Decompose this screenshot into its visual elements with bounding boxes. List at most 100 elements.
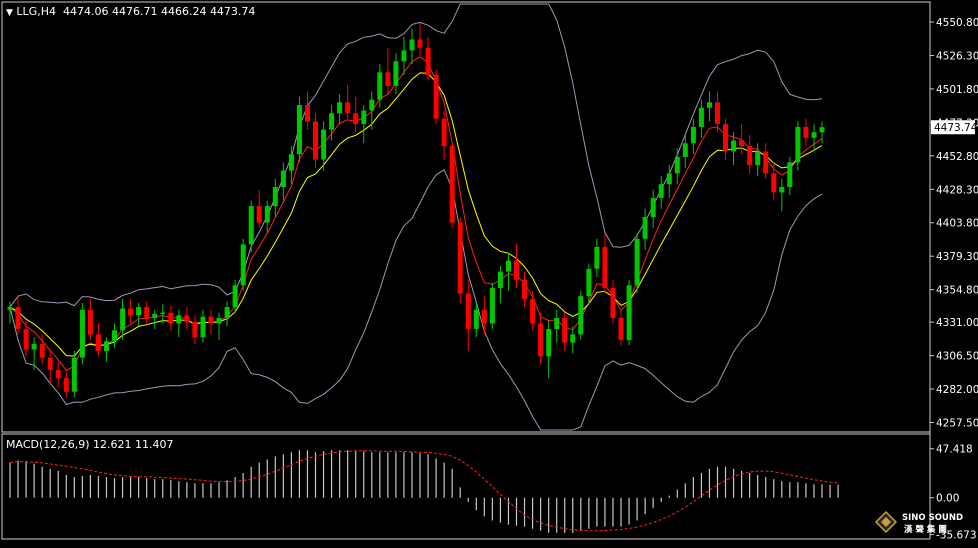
candle-body bbox=[554, 318, 560, 329]
candle-body bbox=[417, 39, 423, 48]
candle-body bbox=[602, 247, 608, 288]
bollinger-upper-line bbox=[9, 3, 823, 308]
candle-body bbox=[666, 173, 672, 185]
candle bbox=[39, 334, 45, 365]
candle-body bbox=[546, 329, 552, 357]
price-tick-label: 4379.30 bbox=[936, 251, 978, 263]
candle bbox=[514, 244, 519, 288]
candle bbox=[731, 132, 737, 166]
macd-axis: 47.418 0.00 -35.673 bbox=[930, 444, 977, 542]
candle-body bbox=[739, 140, 745, 146]
current-price-box bbox=[931, 120, 975, 135]
candle bbox=[779, 178, 785, 212]
candle-body bbox=[715, 102, 720, 125]
candle bbox=[87, 298, 93, 340]
candle bbox=[31, 337, 37, 370]
candle-body bbox=[361, 110, 367, 125]
candle-body bbox=[763, 151, 769, 174]
bollinger-bands bbox=[9, 3, 823, 431]
candle bbox=[481, 296, 487, 335]
candle-body bbox=[522, 279, 527, 299]
current-price-label: 4473.74 bbox=[934, 122, 978, 134]
candle bbox=[272, 178, 278, 217]
candle-body bbox=[224, 307, 230, 318]
candle-body bbox=[95, 334, 101, 351]
candle bbox=[385, 47, 391, 95]
candle-body bbox=[811, 132, 817, 138]
candle bbox=[658, 176, 664, 209]
price-tick-label: 4331.00 bbox=[936, 317, 978, 329]
candle-body bbox=[200, 316, 206, 338]
candle-body bbox=[248, 206, 254, 245]
candle bbox=[361, 105, 367, 144]
price-tick-label: 4354.80 bbox=[936, 285, 978, 297]
candle bbox=[120, 298, 126, 340]
candle bbox=[562, 312, 568, 351]
macd-histogram bbox=[9, 450, 839, 533]
candle bbox=[417, 23, 423, 56]
candle-body bbox=[377, 72, 383, 100]
current-price-marker: 4473.74 bbox=[931, 120, 978, 135]
candle-body bbox=[39, 344, 45, 358]
candle bbox=[755, 143, 761, 177]
candle-body bbox=[192, 322, 198, 338]
logo-line2: 漢 聲 集 團 bbox=[904, 524, 947, 535]
candle bbox=[248, 200, 254, 253]
macd-signal-line bbox=[9, 450, 839, 532]
candle bbox=[79, 303, 85, 365]
candle-body bbox=[313, 121, 318, 160]
candle bbox=[95, 323, 101, 357]
candle-body bbox=[71, 357, 77, 392]
macd-tick-label: -35.673 bbox=[936, 530, 977, 542]
candle-body bbox=[433, 75, 439, 119]
candle-body bbox=[409, 39, 415, 51]
macd-signal-path bbox=[9, 450, 839, 532]
candle-body bbox=[747, 146, 753, 166]
candle bbox=[497, 266, 503, 304]
candle bbox=[506, 252, 511, 291]
candle bbox=[554, 309, 560, 343]
candlesticks bbox=[7, 23, 825, 398]
candle-body bbox=[465, 293, 471, 329]
candle-body bbox=[642, 217, 648, 239]
candle bbox=[803, 118, 809, 146]
dropdown-triangle-icon[interactable]: ▼ bbox=[6, 8, 13, 18]
candle bbox=[723, 118, 728, 160]
candle-body bbox=[160, 312, 166, 314]
candle-body bbox=[401, 50, 407, 62]
candle-body bbox=[682, 143, 688, 157]
candle bbox=[128, 298, 134, 324]
candle bbox=[707, 91, 712, 122]
candle bbox=[425, 36, 431, 81]
candle bbox=[15, 296, 21, 335]
candle-body bbox=[280, 170, 286, 187]
candle bbox=[530, 290, 536, 331]
candle bbox=[610, 279, 616, 324]
candle-body bbox=[634, 238, 640, 286]
candle-body bbox=[321, 129, 327, 160]
candle-body bbox=[698, 107, 704, 127]
candle bbox=[594, 238, 600, 278]
candle bbox=[739, 124, 745, 155]
candle-body bbox=[819, 127, 825, 133]
candle-body bbox=[385, 72, 391, 86]
candle-body bbox=[514, 260, 519, 280]
candle bbox=[763, 143, 769, 179]
sino-sound-logo: SINO SOUND 漢 聲 集 團 bbox=[874, 510, 963, 535]
ma-slow-line bbox=[9, 72, 823, 357]
candle bbox=[377, 64, 383, 108]
candle-body bbox=[473, 309, 479, 329]
candle-body bbox=[618, 318, 624, 340]
candle bbox=[176, 309, 182, 338]
candle-body bbox=[489, 288, 495, 324]
candle-body bbox=[329, 113, 335, 130]
candle bbox=[433, 69, 439, 125]
candle-body bbox=[47, 357, 53, 370]
candle-body bbox=[497, 271, 503, 288]
candle-body bbox=[120, 308, 126, 331]
candle bbox=[337, 94, 343, 125]
candle bbox=[256, 189, 262, 228]
candle bbox=[747, 135, 753, 174]
candle-body bbox=[586, 268, 592, 297]
candle bbox=[682, 135, 688, 168]
